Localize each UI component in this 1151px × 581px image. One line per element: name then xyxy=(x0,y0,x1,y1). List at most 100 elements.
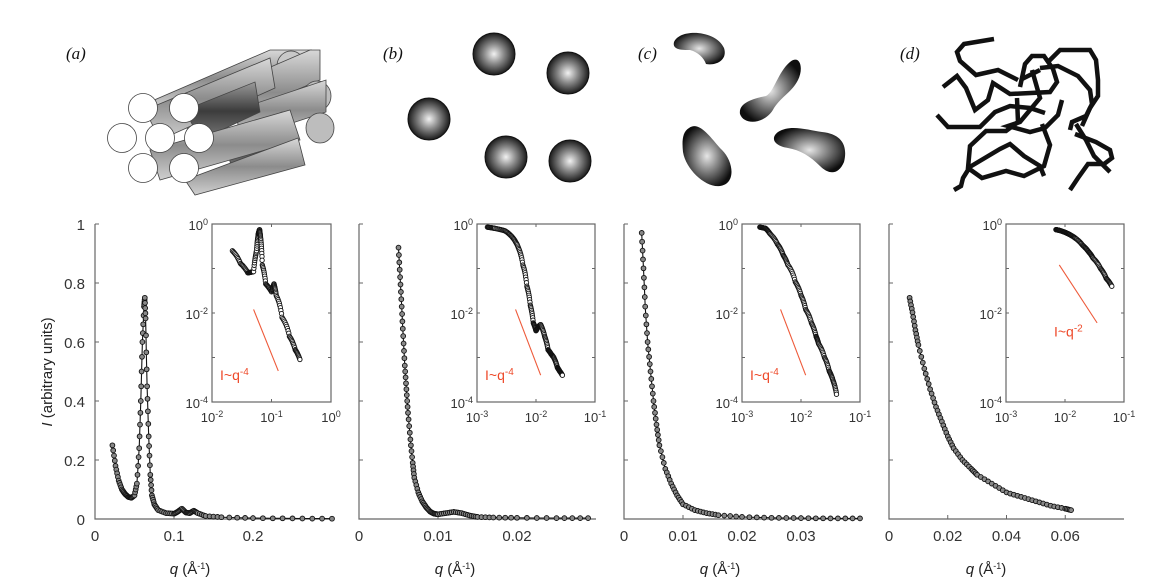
data-point xyxy=(715,512,722,519)
data-point xyxy=(142,300,148,306)
data-point xyxy=(145,421,152,427)
data-point xyxy=(269,515,276,522)
data-point xyxy=(144,383,150,390)
data-point xyxy=(646,353,652,360)
data-point xyxy=(768,514,775,521)
x-axis-label-b: q (Å-1) xyxy=(435,561,476,578)
data-point xyxy=(147,462,153,469)
data-point xyxy=(790,515,797,521)
data-point xyxy=(144,395,151,402)
x-tick-label: 0 xyxy=(355,528,363,545)
data-point xyxy=(640,265,647,272)
data-point xyxy=(143,366,150,373)
data-point xyxy=(553,515,560,521)
data-point xyxy=(136,433,143,440)
data-point xyxy=(403,380,409,387)
tick-label: 100 xyxy=(454,217,473,233)
data-point xyxy=(514,514,520,521)
data-point xyxy=(641,284,648,291)
data-point xyxy=(721,512,728,519)
x-axis-label-a: q (Å-1) xyxy=(170,561,211,578)
data-point xyxy=(733,513,739,520)
tick-label: 10-2 xyxy=(201,409,223,425)
data-point xyxy=(234,514,241,521)
data-point xyxy=(658,448,664,454)
data-point xyxy=(805,515,812,522)
data-point xyxy=(660,460,667,466)
data-point xyxy=(405,409,411,416)
data-point xyxy=(659,454,666,460)
data-point xyxy=(143,349,150,356)
y-tick-label: 0.8 xyxy=(64,276,85,293)
x-axis-label-d: q (Å-1) xyxy=(966,561,1007,578)
data-point xyxy=(642,312,649,319)
panel-label-d: (d) xyxy=(900,44,920,63)
data-point xyxy=(502,514,509,521)
data-point xyxy=(134,471,141,478)
data-point xyxy=(404,398,411,404)
data-point xyxy=(143,332,149,339)
data-point xyxy=(139,339,146,345)
data-point xyxy=(406,429,413,436)
spheres-illustration xyxy=(407,32,592,183)
plot-panel-c: 0 0.01 0.02 0.03 10-3 10-2 10-1 10-4 10-2 100 I~q-… xyxy=(620,217,871,545)
data-point xyxy=(569,515,576,521)
data-point xyxy=(842,515,849,522)
tick-label: 10-1 xyxy=(849,409,871,425)
data-point xyxy=(250,515,256,521)
data-point xyxy=(142,310,149,317)
data-point xyxy=(146,452,153,459)
blobs-illustration xyxy=(673,32,846,187)
data-point xyxy=(299,515,306,522)
data-point xyxy=(405,416,412,423)
data-point xyxy=(404,404,411,410)
data-point xyxy=(639,238,645,245)
inset-data-point xyxy=(259,257,265,263)
data-point xyxy=(641,294,648,300)
data-point xyxy=(137,421,143,428)
y-tick-label: 0.6 xyxy=(64,335,85,352)
data-point xyxy=(260,515,266,522)
data-point xyxy=(644,330,650,336)
data-point xyxy=(109,442,116,449)
tick-label: 10-2 xyxy=(186,306,208,322)
data-point xyxy=(399,318,406,325)
data-point xyxy=(835,515,841,522)
tick-label: 10-1 xyxy=(1113,409,1135,425)
data-point xyxy=(400,340,407,347)
y-tick-label: 0.4 xyxy=(64,394,85,411)
data-point xyxy=(649,383,655,390)
data-point xyxy=(134,480,140,487)
data-point xyxy=(110,447,117,454)
panel-label-b: (b) xyxy=(383,44,403,63)
data-point xyxy=(524,515,530,521)
data-point xyxy=(148,487,155,494)
data-point xyxy=(652,409,658,416)
inset-data-point xyxy=(297,356,303,363)
plot-panel-a: 00.20.40.60.810 0.1 0.210-2 10-1 10010-410-2… xyxy=(64,217,341,545)
data-point xyxy=(652,415,659,422)
data-point xyxy=(135,454,142,460)
data-point xyxy=(396,252,402,258)
tick-label: 10-2 xyxy=(790,409,812,425)
power-law-annotation: I~q-4 xyxy=(750,367,779,384)
data-point xyxy=(137,409,144,416)
power-law-slope-line xyxy=(780,309,807,376)
power-law-slope-line xyxy=(253,309,279,372)
data-point xyxy=(776,515,782,521)
data-point xyxy=(827,515,834,522)
data-point xyxy=(403,392,410,398)
data-point xyxy=(653,421,660,428)
inset-plot-d: 10-3 10-2 10-1 10-4 10-2 100 I~q-2 xyxy=(980,217,1136,425)
data-point xyxy=(218,514,225,521)
data-point xyxy=(812,515,819,522)
data-point xyxy=(402,374,409,381)
inset-plot-b: 10-3 10-2 10-1 10-4 10-2 100 I~q-4 xyxy=(451,217,607,425)
tick-label: 10-4 xyxy=(980,395,1002,411)
tick-label: 10-2 xyxy=(716,306,738,322)
x-tick-label: 0.2 xyxy=(243,528,264,545)
data-point xyxy=(561,515,568,521)
tick-label: 10-2 xyxy=(980,306,1002,322)
data-point xyxy=(142,305,149,311)
panel-label-c: (c) xyxy=(638,44,657,63)
